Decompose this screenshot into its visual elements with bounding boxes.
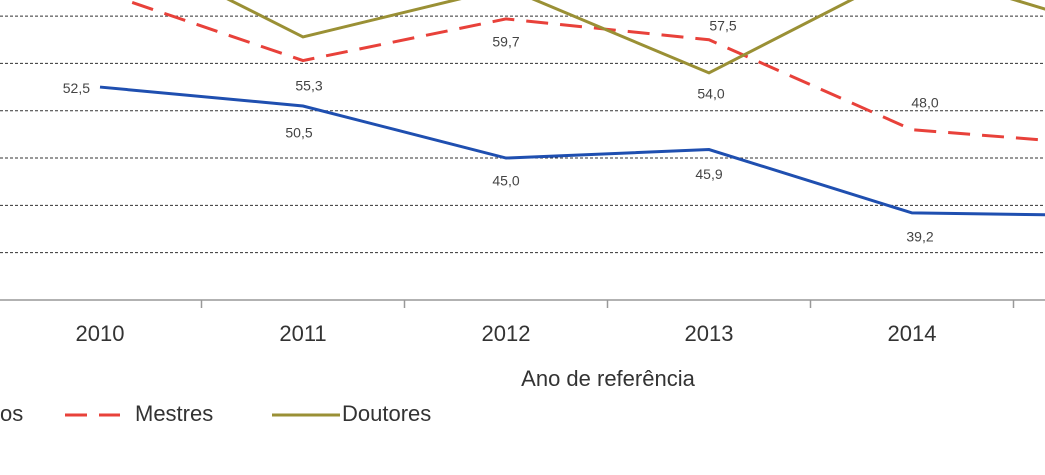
value-label: 57,5	[709, 17, 736, 33]
x-tick-label: 2011	[279, 321, 326, 346]
legend-label: os	[0, 401, 23, 426]
value-label: 54,0	[697, 86, 724, 102]
value-label: 48,0	[911, 94, 938, 110]
x-tick-label: 2013	[685, 321, 734, 346]
x-tick-label: 2010	[76, 321, 125, 346]
value-label: 59,7	[492, 34, 519, 50]
series-line	[120, 0, 1045, 142]
x-tick-label: 2014	[888, 321, 937, 346]
x-tick-label: 2012	[482, 321, 531, 346]
value-label: 45,0	[492, 173, 519, 189]
x-axis-title: Ano de referência	[521, 366, 695, 391]
legend-label: Doutores	[342, 401, 431, 426]
series-line	[99, 85, 1045, 217]
legend-label: Mestres	[135, 401, 213, 426]
value-label: 55,3	[295, 77, 322, 93]
value-label: 39,2	[906, 229, 933, 245]
value-label: 45,9	[695, 166, 722, 182]
series-line	[226, 0, 1045, 75]
value-label: 52,5	[63, 80, 90, 96]
value-label: 50,5	[285, 125, 312, 141]
